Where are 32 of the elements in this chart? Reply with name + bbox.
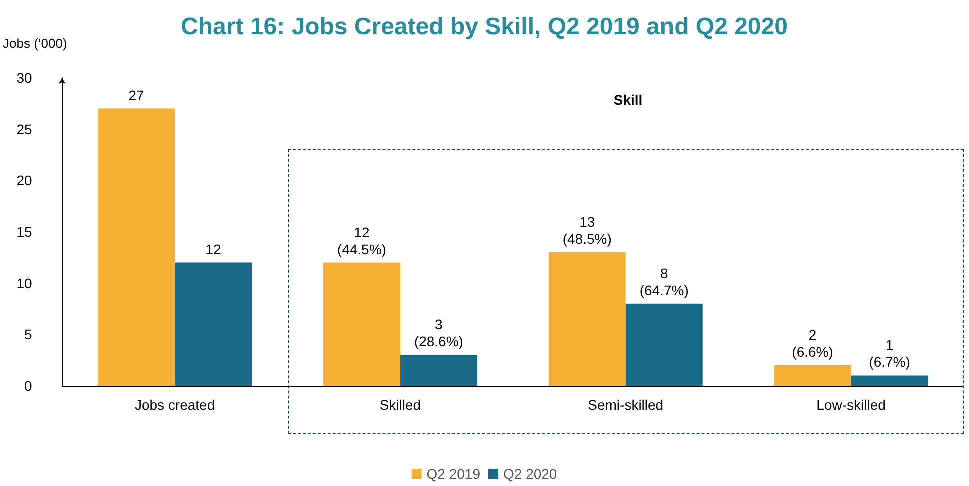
data-label: 13 (48.5%) bbox=[562, 214, 612, 248]
bar bbox=[626, 304, 703, 386]
y-tick-label: 5 bbox=[24, 326, 33, 343]
data-label: 27 bbox=[128, 87, 145, 104]
data-label: 3 (28.6%) bbox=[414, 316, 464, 350]
data-label: 12 bbox=[206, 241, 222, 258]
bar bbox=[400, 355, 478, 386]
data-label: 1 (6.7%) bbox=[869, 337, 910, 370]
legend-label: Q2 2019 bbox=[426, 466, 481, 482]
bar bbox=[98, 108, 176, 386]
y-tick-label: 0 bbox=[24, 378, 33, 394]
x-tick-label: Jobs created bbox=[134, 397, 216, 413]
bar bbox=[548, 252, 626, 386]
bar bbox=[175, 262, 252, 386]
data-label: 8 (64.7%) bbox=[640, 265, 689, 298]
y-tick-label: 25 bbox=[16, 121, 33, 138]
x-tick-label: Low-skilled bbox=[816, 397, 886, 413]
legend-label: Q2 2020 bbox=[504, 466, 558, 482]
y-tick-label: 15 bbox=[16, 224, 33, 240]
annotation: Skill bbox=[614, 92, 643, 108]
data-label: 12 (44.5%) bbox=[337, 224, 386, 258]
chart-title: Chart 16: Jobs Created by Skill, Q2 2019 and Q2 2020 bbox=[181, 14, 788, 40]
x-tick-label: Semi-skilled bbox=[588, 397, 664, 413]
bar bbox=[774, 365, 852, 386]
bar bbox=[323, 262, 400, 386]
y-tick-label: 20 bbox=[16, 172, 33, 189]
y-tick-label: 30 bbox=[16, 70, 33, 86]
x-tick-label: Skilled bbox=[380, 397, 422, 413]
y-tick-label: 10 bbox=[16, 275, 33, 292]
bar bbox=[851, 376, 928, 386]
data-label: 2 (6.6%) bbox=[792, 326, 834, 360]
y-axis-title: Jobs (‘000) bbox=[2, 36, 68, 51]
